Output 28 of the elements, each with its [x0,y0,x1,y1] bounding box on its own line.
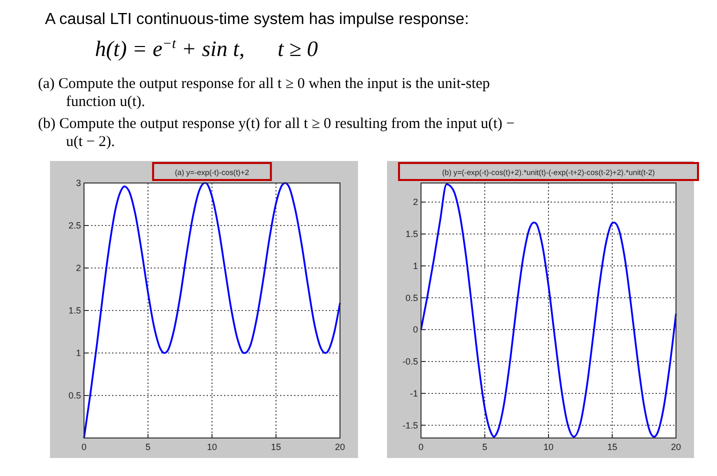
x-tick-label: 20 [334,442,346,452]
text: h(t) = e$^{−t}$ + sin t, t ≥ 0 [95,36,318,61]
y-tick-label: 2 [412,197,418,208]
y-tick-label: 3 [76,178,81,188]
text: A causal LTI continuous-time system has impulse response: [45,11,469,28]
y-tick-label: 1.5 [68,306,81,316]
y-tick-label: 0.5 [68,390,81,400]
line-series [420,183,677,438]
y-tick-label: 2.5 [68,220,81,230]
x-tick-label: 5 [145,442,151,452]
y-tick-label: 0.5 [405,292,418,303]
text: (a) Compute the output response for all t ≥ 0 when the input is the unit-step function u(t). [38,76,490,110]
x-tick-label: 15 [607,442,618,452]
y-tick-label: 1 [412,260,418,271]
y-tick-label: 0 [412,324,418,335]
x-tick-label: 5 [482,442,488,452]
y-tick-label: 1 [76,348,81,358]
line-series [83,182,341,439]
y-tick-label: 1.5 [405,229,418,239]
y-tick-label: -1 [410,388,418,398]
y-tick-label: 2 [76,263,81,273]
x-tick-label: 20 [670,442,682,452]
x-tick-label: 15 [270,442,282,452]
x-tick-label: 10 [206,442,218,452]
x-tick-label: 10 [543,442,554,452]
y-tick-label: -1.5 [402,420,418,430]
text: (b) Compute the output response y(t) for all t ≥ 0 resulting from the input u(t) − u(t − 2). [38,116,515,150]
y-tick-label: -0.5 [402,356,418,366]
